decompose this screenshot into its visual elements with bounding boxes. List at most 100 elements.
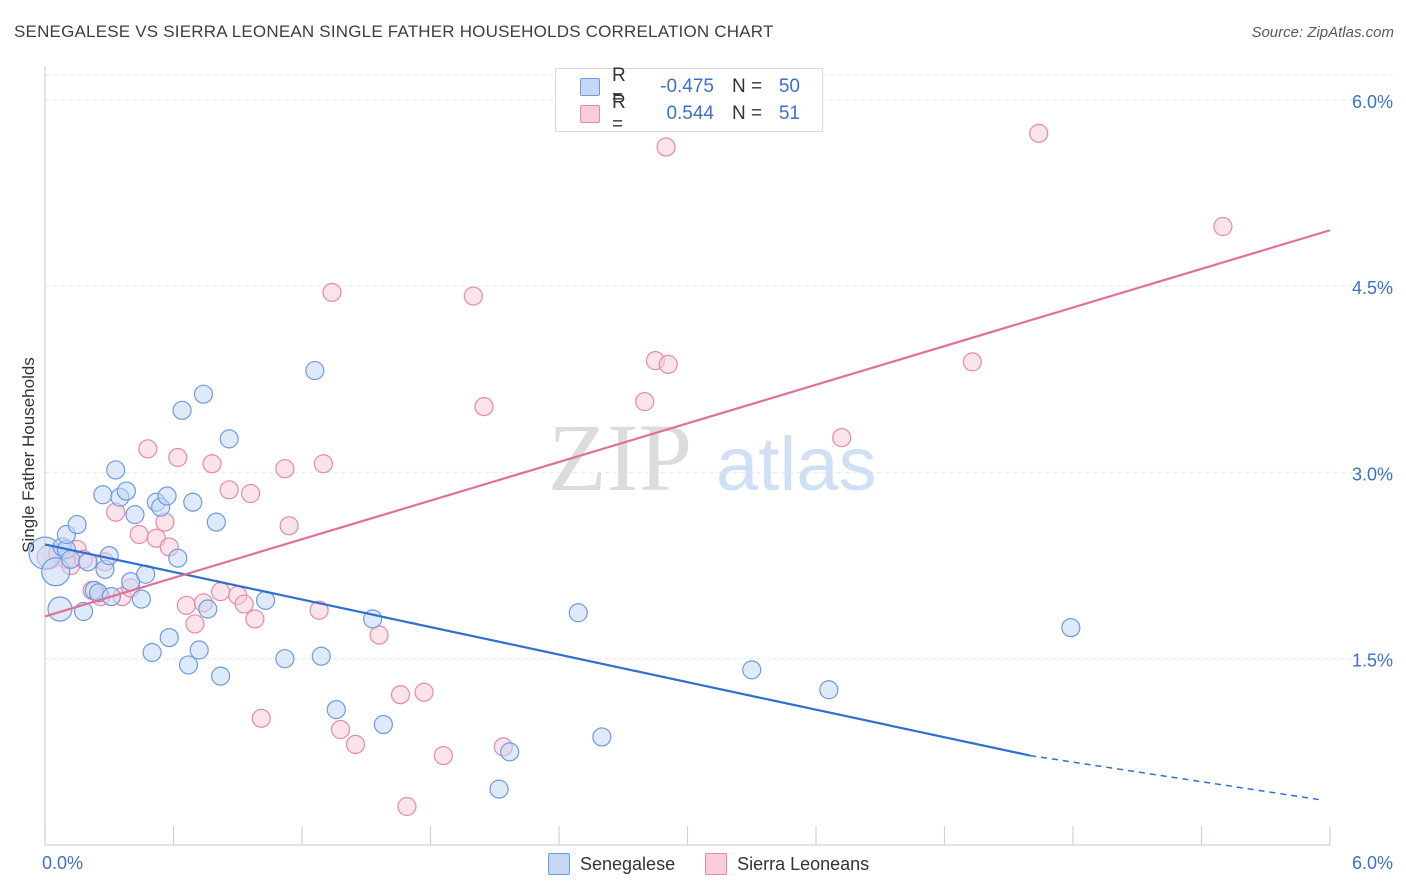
senegalese-point: [125, 505, 145, 525]
legend-swatch-senegalese: [548, 853, 570, 875]
sierra-leonean-point: [168, 447, 188, 468]
senegalese-point: [211, 666, 231, 686]
senegalese-point: [67, 514, 87, 535]
sierra-leonean-point: [251, 708, 271, 728]
sierra-leonean-point: [414, 682, 434, 702]
sierra-leonean-point: [832, 428, 852, 448]
sierra-leonean-point: [129, 524, 149, 545]
sierra-leonean-point: [463, 286, 483, 306]
y-tick-label: 3.0%: [1352, 464, 1393, 484]
senegalese-point: [93, 485, 113, 505]
sierra-leonean-point: [313, 454, 334, 474]
senegalese-point: [61, 549, 81, 569]
chart-title: SENEGALESE VS SIERRA LEONEAN SINGLE FATH…: [14, 22, 774, 41]
legend-swatch-sierra-leoneans: [580, 105, 600, 123]
senegalese-point: [500, 742, 520, 762]
sierra-leonean-point: [185, 614, 205, 634]
gridlines: [45, 74, 1395, 660]
senegalese-point: [198, 599, 218, 619]
source-label: Source: ZipAtlas.com: [1251, 24, 1394, 41]
sierra-leonean-point: [322, 282, 342, 302]
senegalese-point: [116, 481, 136, 501]
senegalese-point: [568, 603, 588, 623]
watermark: ZIP atlas: [548, 404, 877, 511]
x-tick-label: 0.0%: [42, 853, 83, 873]
senegalese-point: [159, 627, 179, 648]
senegalese-point: [326, 700, 346, 720]
legend-row-senegalese: R = -0.475 N = 50: [580, 65, 800, 108]
senegalese-point: [1061, 618, 1081, 638]
sierra-leonean-point: [1213, 216, 1233, 237]
axes: [44, 66, 1331, 846]
y-tick-label: 4.5%: [1352, 278, 1393, 298]
sierra-leonean-point: [390, 685, 411, 705]
senegalese-point: [99, 546, 119, 566]
legend-r-label: R =: [612, 92, 626, 135]
sierra-leonean-point: [474, 396, 494, 417]
sierra-leonean-point: [234, 594, 254, 614]
senegalese-point: [106, 460, 126, 480]
senegalese-point: [206, 512, 226, 532]
sierra-leonean-point: [275, 459, 295, 479]
watermark-atlas: atlas: [716, 422, 877, 507]
senegalese-point: [489, 779, 509, 799]
sierra-leonean-trend-line: [44, 229, 1331, 618]
y-tick-label: 1.5%: [1352, 651, 1393, 671]
series-senegalese: [28, 360, 1081, 799]
senegalese-point: [193, 384, 214, 404]
legend-n-value: 50: [778, 76, 800, 97]
senegalese-point: [742, 660, 762, 680]
senegalese-point: [168, 548, 188, 568]
legend-item-senegalese[interactable]: Senegalese: [548, 853, 675, 875]
legend-n-label: N =: [732, 103, 763, 124]
legend-label-senegalese: Senegalese: [580, 853, 676, 874]
sierra-leonean-point: [635, 392, 655, 412]
sierra-leonean-point: [279, 516, 299, 536]
senegalese-point: [142, 642, 162, 663]
sierra-leonean-point: [241, 483, 261, 504]
senegalese-point: [219, 429, 239, 449]
senegalese-point: [189, 640, 209, 660]
senegalese-point: [41, 557, 71, 587]
senegalese-point: [275, 649, 295, 669]
sierra-leonean-point: [1029, 123, 1049, 143]
sierra-leonean-point: [202, 454, 222, 474]
trend-lines: [44, 229, 1331, 802]
legend-r-value: -0.475: [660, 76, 714, 97]
senegalese-point: [305, 360, 325, 381]
senegalese-point: [592, 727, 612, 747]
series-legend: Senegalese Sierra Leoneans: [548, 853, 899, 875]
senegalese-point: [183, 492, 203, 512]
legend-item-sierra-leoneans[interactable]: Sierra Leoneans: [705, 853, 869, 875]
legend-label-sierra-leoneans: Sierra Leoneans: [737, 853, 870, 874]
sierra-leonean-point: [962, 352, 982, 372]
senegalese-point: [157, 486, 177, 506]
sierra-leonean-point: [345, 734, 366, 755]
sierra-leonean-point: [369, 625, 389, 645]
senegalese-point: [311, 646, 331, 666]
sierra-leonean-point: [138, 439, 158, 459]
sierra-leonean-point: [433, 745, 453, 766]
sierra-leonean-point: [245, 609, 265, 629]
legend-n-label: N =: [732, 76, 763, 97]
sierra-leonean-point: [219, 480, 239, 500]
sierra-leonean-point: [309, 600, 329, 620]
tick-labels: 1.5% 3.0% 4.5% 6.0% 0.0% 6.0%: [42, 92, 1393, 873]
y-axis-label: Single Father Households: [19, 357, 38, 553]
stats-legend: R = -0.475 N = 50 R = 0.544 N = 51: [555, 65, 823, 135]
x-tick-label: 6.0%: [1352, 853, 1393, 873]
sierra-leonean-point: [397, 796, 417, 817]
senegalese-point: [178, 655, 199, 675]
legend-swatch-sierra-leoneans: [705, 853, 728, 875]
senegalese-trend-extension: [1030, 754, 1324, 802]
legend-r-label: R =: [612, 65, 626, 108]
sierra-leonean-point: [656, 137, 676, 157]
senegalese-trend-line: [44, 543, 1031, 757]
legend-swatch-senegalese: [580, 78, 600, 96]
sierra-leonean-point: [211, 582, 231, 602]
y-tick-label: 6.0%: [1352, 92, 1393, 112]
senegalese-point: [819, 680, 839, 700]
senegalese-point: [172, 400, 192, 420]
senegalese-point: [373, 714, 393, 735]
